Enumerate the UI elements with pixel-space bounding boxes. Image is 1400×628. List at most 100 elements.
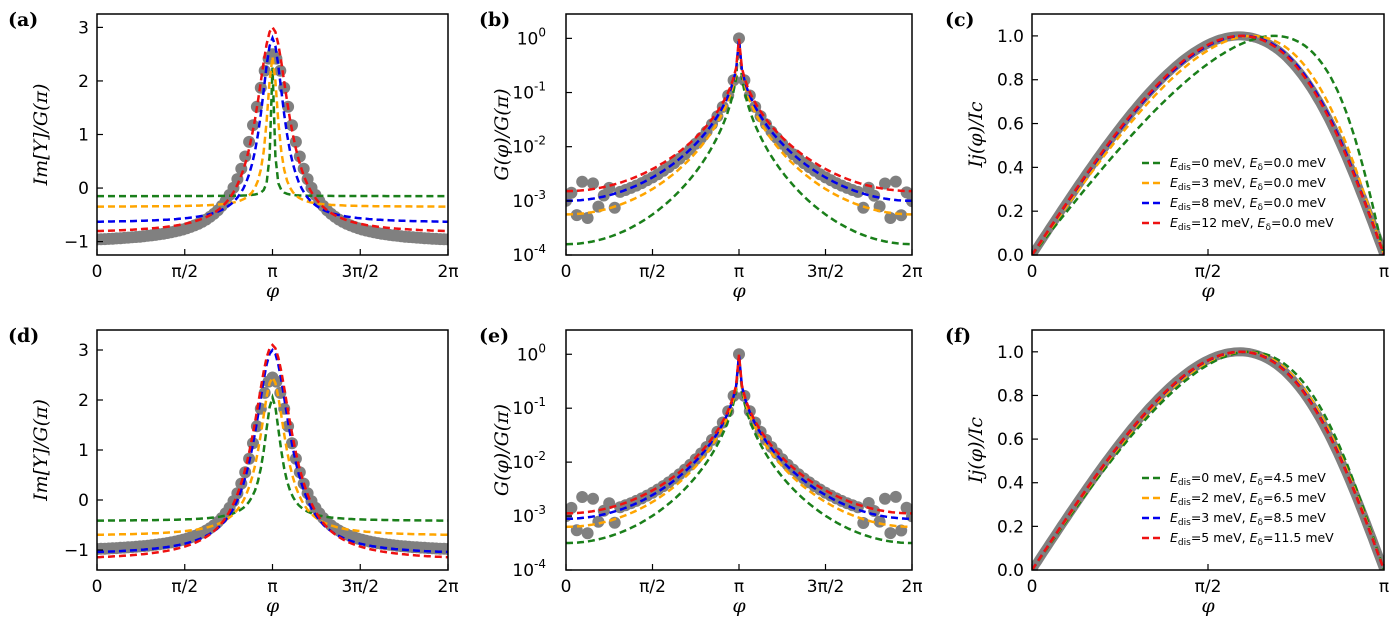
x-tick-label: 2π — [901, 577, 922, 597]
plot-area — [97, 25, 448, 246]
x-axis-title: φ — [266, 280, 280, 302]
series-orange — [97, 56, 448, 208]
data-point — [293, 466, 306, 479]
y-tick-label: 3 — [78, 18, 89, 38]
legend-entry: Edis=5 meV, Eδ=11.5 meV — [1170, 530, 1334, 548]
y-tick-label: 0.6 — [997, 115, 1024, 135]
x-tick-label: 2π — [437, 262, 458, 282]
data-point — [258, 64, 271, 77]
series-blue — [566, 38, 912, 203]
x-tick-label: 0 — [561, 577, 572, 597]
y-tick-label: 100 — [517, 341, 546, 365]
series-orange — [1032, 34, 1384, 255]
x-tick-label: π — [734, 577, 744, 597]
x-tick-label: π — [267, 577, 277, 597]
data-point — [243, 135, 256, 148]
y-tick-label: −1 — [64, 541, 89, 561]
data-point — [733, 348, 745, 361]
y-tick-label: 3 — [78, 341, 89, 361]
data-point — [900, 501, 912, 514]
x-tick-label: 3π/2 — [807, 577, 845, 597]
series-green — [97, 67, 448, 198]
series-red — [566, 354, 912, 515]
data-point — [879, 492, 891, 505]
plot-area — [97, 343, 448, 559]
data-point — [297, 162, 310, 175]
x-tick-label: 0 — [1027, 262, 1038, 282]
data-point — [889, 175, 902, 188]
data-point — [566, 186, 578, 199]
y-tick-label: 0.6 — [997, 430, 1024, 450]
x-tick-label: π — [267, 262, 277, 282]
data-point — [733, 32, 745, 45]
series-red — [566, 38, 912, 193]
y-tick-label: 10-2 — [512, 134, 546, 158]
x-tick-label: 3π/2 — [807, 262, 845, 282]
x-tick-label: 0 — [561, 262, 572, 282]
panel-label: (b) — [479, 9, 510, 31]
series-red — [1032, 34, 1384, 255]
panel-e: 0 π/2 π 3π/2 2π 10-4 10-3 10-2 10-1 100 φ G(φ)/G(π)… — [479, 325, 923, 617]
x-tick-label: 0 — [92, 262, 103, 282]
panel-label: (f) — [945, 325, 971, 347]
series-green — [566, 39, 912, 246]
data-point — [884, 212, 897, 224]
x-tick-label: 3π/2 — [341, 262, 379, 282]
x-axis-title: φ — [1201, 280, 1215, 302]
y-axis-title: G(φ)/G(π) — [491, 404, 513, 496]
panel-c: 0 π/2 π 0.0 0.2 0.4 0.6 0.8 1.0 φ Ij(φ)/Ic (c) Edis=… — [945, 9, 1389, 302]
y-tick-label: −1 — [64, 233, 89, 253]
x-tick-label: π/2 — [171, 262, 198, 282]
data-point — [857, 517, 870, 529]
y-tick-label: 1 — [78, 126, 89, 146]
y-axis-title: Im[Y]/G(π) — [30, 399, 52, 502]
data-point — [270, 375, 283, 388]
data-point — [247, 119, 259, 132]
plot-area — [1032, 31, 1384, 255]
y-tick-label: 0.2 — [997, 517, 1024, 537]
legend-entry: Edis=3 meV, Eδ=0.0 meV — [1170, 175, 1326, 193]
axes-frame — [96, 329, 449, 571]
legend-entry: Edis=0 meV, Eδ=4.5 meV — [1170, 470, 1326, 488]
x-tick-label: 3π/2 — [341, 577, 379, 597]
data-point — [889, 490, 902, 503]
y-tick-label: 2 — [78, 72, 89, 92]
y-tick-label: 10-1 — [512, 395, 546, 419]
legend-entry: Edis=8 meV, Eδ=0.0 meV — [1170, 195, 1326, 213]
y-axis-title: Ij(φ)/Ic — [965, 101, 987, 168]
data-point — [442, 233, 448, 246]
panel-b: 0 π/2 π 3π/2 2π 10-4 10-3 10-2 10-1 100 φ G(φ)/G(π)… — [479, 9, 923, 302]
y-tick-label: 10-3 — [512, 188, 546, 212]
panel-f: 0 π/2 π 0.0 0.2 0.4 0.6 0.8 1.0 φ Ij(φ)/Ic (f) Edis=… — [945, 325, 1389, 617]
legend-entry: Edis=3 meV, Eδ=8.5 meV — [1170, 510, 1326, 528]
series-blue — [97, 347, 448, 554]
y-tick-label: 1 — [78, 441, 89, 461]
data-point — [900, 186, 912, 199]
series-blue — [566, 354, 912, 521]
legend-entry: Edis=12 meV, Eδ=0.0 meV — [1170, 215, 1334, 233]
y-tick-label: 1.0 — [997, 27, 1024, 47]
y-tick-label: 0.4 — [997, 474, 1024, 494]
panel-label: (c) — [945, 9, 975, 31]
x-axis-title: φ — [266, 595, 280, 617]
series-red — [97, 25, 448, 233]
y-tick-label: 10-4 — [512, 242, 546, 266]
y-tick-label: 10-4 — [512, 557, 546, 581]
plot-area — [1032, 347, 1384, 570]
panel-label: (e) — [479, 325, 509, 347]
data-point — [587, 177, 599, 190]
x-tick-label: π/2 — [1195, 262, 1222, 282]
x-tick-label: π — [734, 262, 744, 282]
y-axis-title: Im[Y]/G(π) — [30, 84, 52, 187]
y-tick-label: 0.8 — [997, 71, 1024, 91]
y-tick-label: 0.0 — [997, 246, 1024, 266]
series-green — [1032, 34, 1384, 255]
y-tick-label: 2 — [78, 391, 89, 411]
data-point — [566, 501, 578, 514]
series-green — [566, 354, 912, 545]
series-green — [1032, 350, 1384, 570]
data-point — [570, 209, 583, 222]
x-tick-label: 0 — [92, 577, 103, 597]
data-point — [581, 212, 594, 224]
